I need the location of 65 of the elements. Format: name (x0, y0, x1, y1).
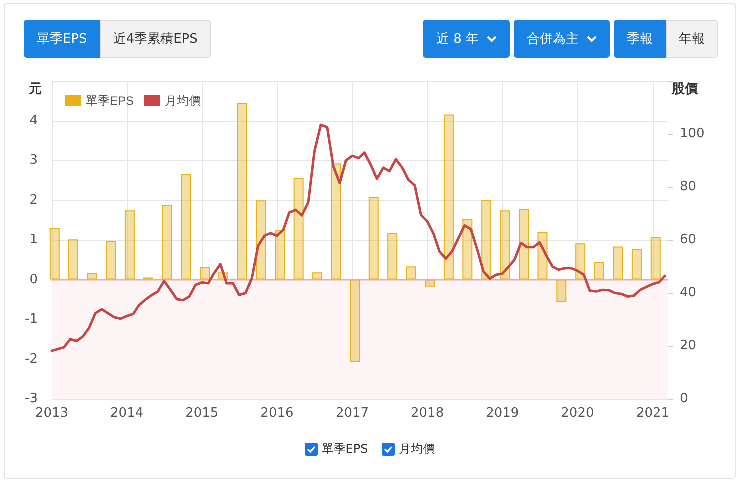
bar (388, 233, 398, 280)
y-tick-label: -2 (25, 352, 38, 367)
bar (256, 200, 266, 280)
bar (444, 114, 454, 280)
x-tick-label: 2019 (486, 406, 520, 421)
y2-tick-label: 40 (680, 286, 697, 300)
y-tick-label: 3 (30, 153, 38, 168)
bar (294, 178, 304, 280)
bar (613, 246, 624, 280)
y2-tick-label: 80 (680, 180, 697, 194)
bar (519, 208, 530, 280)
bar (106, 241, 116, 280)
text: 合併為主 (514, 20, 610, 58)
y-tick-label: -3 (25, 392, 38, 406)
bar (68, 240, 78, 280)
bar (50, 228, 60, 280)
bar (482, 200, 492, 280)
x-tick-label: 2014 (110, 406, 144, 421)
text: 季報 (614, 20, 666, 58)
bar (87, 272, 98, 280)
x-tick-label: 2020 (561, 406, 594, 421)
y-tick-label: 0 (30, 272, 38, 288)
y2-tick-label: 100 (680, 126, 705, 142)
text: 單季EPS (322, 442, 368, 456)
bar (632, 249, 642, 280)
y-axis-title: 元 (28, 81, 42, 96)
bar (462, 219, 473, 280)
legend-label: 月均價 (165, 94, 202, 108)
bar (181, 174, 192, 280)
bar (406, 266, 417, 280)
y-tick-label: 1 (30, 232, 38, 248)
bar (556, 280, 567, 302)
bar (350, 280, 360, 362)
bar (368, 197, 379, 280)
bar (237, 103, 248, 280)
y-tick-label: 2 (30, 192, 38, 208)
line-series (50, 124, 666, 352)
bar (200, 267, 210, 280)
bar (594, 262, 604, 280)
legend-label: 單季EPS (86, 94, 134, 108)
x-tick-label: 2021 (636, 406, 670, 421)
y-tick-label: 4 (30, 113, 38, 128)
x-tick-label: 2013 (35, 406, 69, 421)
text: 年報 (666, 20, 718, 58)
y2-axis-title: 股價 (671, 81, 699, 96)
bar (312, 272, 323, 280)
x-tick-label: 2017 (336, 406, 370, 421)
x-tick-label: 2016 (260, 406, 294, 421)
text: 近4季累積EPS (100, 20, 211, 58)
bar (275, 230, 286, 280)
text: 月均價 (399, 442, 436, 456)
y2-tick-label: 20 (680, 338, 697, 354)
y-tick-label: -1 (25, 312, 38, 327)
bar (576, 244, 586, 280)
text: 近 8 年 (423, 20, 510, 58)
bar (162, 205, 172, 280)
x-tick-label: 2015 (186, 406, 219, 421)
y2-tick-label: 60 (680, 232, 697, 248)
bar (500, 210, 511, 280)
bar (331, 164, 342, 280)
x-tick-label: 2018 (411, 406, 444, 421)
text: 單季EPS (24, 20, 100, 58)
bar (124, 210, 135, 280)
bar (650, 237, 661, 280)
y2-tick-label: 0 (680, 392, 688, 406)
